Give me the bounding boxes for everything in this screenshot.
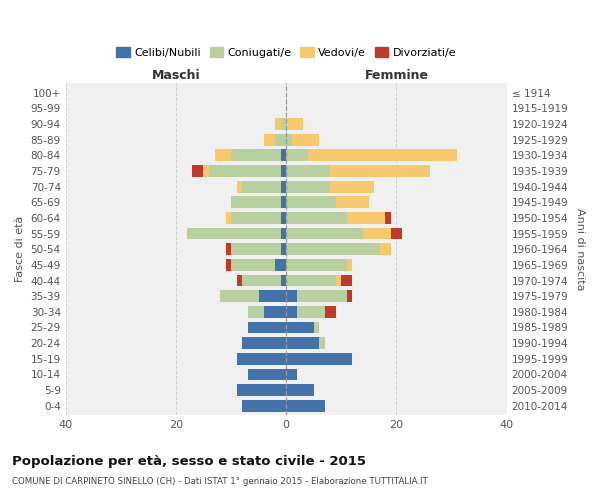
Bar <box>325 306 336 318</box>
Bar <box>286 165 331 177</box>
Bar <box>215 150 231 161</box>
Bar <box>281 165 286 177</box>
Bar <box>286 150 308 161</box>
Bar <box>286 306 297 318</box>
Bar <box>286 244 380 255</box>
Bar <box>336 274 341 286</box>
Bar <box>264 306 286 318</box>
Bar <box>231 212 281 224</box>
Bar <box>308 150 457 161</box>
Bar <box>380 244 391 255</box>
Bar <box>286 384 314 396</box>
Bar <box>391 228 402 239</box>
Bar <box>281 181 286 192</box>
Bar <box>193 165 203 177</box>
Bar <box>248 322 286 334</box>
Bar <box>231 259 275 271</box>
Bar <box>231 244 281 255</box>
Bar <box>264 134 275 145</box>
Bar <box>231 196 281 208</box>
Bar <box>347 290 352 302</box>
Bar <box>281 196 286 208</box>
Bar <box>236 274 242 286</box>
Bar <box>236 353 286 364</box>
Bar <box>297 306 325 318</box>
Bar <box>231 150 281 161</box>
Bar <box>331 165 430 177</box>
Bar <box>341 274 352 286</box>
Bar <box>286 368 297 380</box>
Bar <box>286 134 292 145</box>
Y-axis label: Fasce di età: Fasce di età <box>15 216 25 282</box>
Bar <box>242 181 281 192</box>
Y-axis label: Anni di nascita: Anni di nascita <box>575 208 585 290</box>
Bar <box>286 181 331 192</box>
Bar <box>226 244 231 255</box>
Bar <box>347 212 385 224</box>
Bar <box>281 212 286 224</box>
Bar <box>297 290 347 302</box>
Bar <box>281 244 286 255</box>
Bar <box>209 165 281 177</box>
Bar <box>286 274 336 286</box>
Text: COMUNE DI CARPINETO SINELLO (CH) - Dati ISTAT 1° gennaio 2015 - Elaborazione TUT: COMUNE DI CARPINETO SINELLO (CH) - Dati … <box>12 478 428 486</box>
Bar <box>286 259 347 271</box>
Bar <box>242 338 286 349</box>
Text: Femmine: Femmine <box>364 69 428 82</box>
Bar <box>286 400 325 411</box>
Bar <box>281 118 286 130</box>
Bar <box>226 212 231 224</box>
Text: Popolazione per età, sesso e stato civile - 2015: Popolazione per età, sesso e stato civil… <box>12 455 366 468</box>
Bar <box>286 338 319 349</box>
Bar <box>187 228 281 239</box>
Bar <box>364 228 391 239</box>
Bar <box>275 118 281 130</box>
Bar <box>286 353 352 364</box>
Bar <box>242 274 281 286</box>
Bar <box>281 228 286 239</box>
Bar <box>226 259 231 271</box>
Bar <box>242 400 286 411</box>
Bar <box>220 290 259 302</box>
Bar <box>286 228 364 239</box>
Bar <box>286 322 314 334</box>
Bar <box>275 259 286 271</box>
Bar <box>259 290 286 302</box>
Bar <box>275 134 286 145</box>
Bar <box>281 274 286 286</box>
Bar <box>248 368 286 380</box>
Bar <box>248 306 264 318</box>
Legend: Celibi/Nubili, Coniugati/e, Vedovi/e, Divorziati/e: Celibi/Nubili, Coniugati/e, Vedovi/e, Di… <box>112 42 461 62</box>
Bar <box>203 165 209 177</box>
Bar <box>286 212 347 224</box>
Text: Maschi: Maschi <box>152 69 200 82</box>
Bar <box>319 338 325 349</box>
Bar <box>385 212 391 224</box>
Bar <box>286 118 303 130</box>
Bar <box>236 384 286 396</box>
Bar <box>331 181 374 192</box>
Bar <box>286 290 297 302</box>
Bar <box>281 150 286 161</box>
Bar <box>286 196 336 208</box>
Bar <box>347 259 352 271</box>
Bar <box>336 196 369 208</box>
Bar <box>236 181 242 192</box>
Bar <box>292 134 319 145</box>
Bar <box>314 322 319 334</box>
